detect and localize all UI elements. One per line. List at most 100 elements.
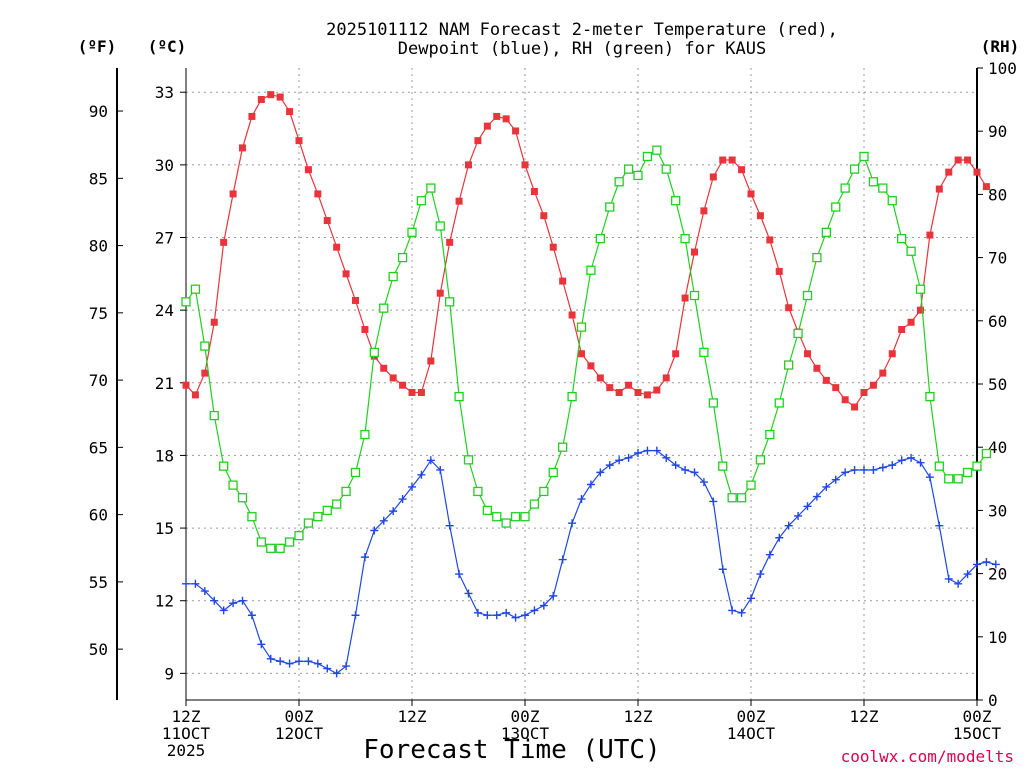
rh-point [435,221,445,231]
dewpoint-point [182,579,190,588]
dewpoint-point [483,611,492,620]
rh-point [520,512,530,522]
temperature-point [822,376,830,384]
rh-point [539,486,549,497]
temperature-point [455,197,463,205]
fahrenheit-tick-label: 80 [89,237,108,256]
x-tick-label: 2025 [167,741,206,760]
rh-point [595,233,605,244]
rh-point [821,227,831,237]
rh-point [887,196,897,206]
temperature-point [521,161,529,169]
dewpoint-point [455,570,464,579]
dewpoint-point [398,495,407,504]
rh-point [350,467,361,478]
temperature-point [851,403,859,411]
temperature-point [304,166,312,174]
temperature-point [728,156,736,164]
dewpoint-point [944,574,953,583]
rh-point [784,360,794,370]
rh-point [454,391,464,402]
celsius-tick-label: 12 [155,592,174,611]
chart-title-line1: 2025101112 NAM Forecast 2-meter Temperat… [326,20,838,40]
x-tick-label: 12Z [850,707,879,726]
dewpoint-point [831,475,840,484]
rh-tick-label: 50 [988,375,1007,394]
rh-point [746,480,756,490]
temperature-point [888,350,896,358]
celsius-tick-label: 33 [155,83,174,102]
dewpoint-point [511,613,520,622]
dewpoint-point [775,533,784,542]
x-tick-label: 00Z [963,707,992,726]
rh-point [944,474,954,484]
rh-point [379,303,389,313]
celsius-tick-label: 30 [155,156,174,175]
temperature-point [323,217,331,225]
temperature-point [691,248,698,256]
temperature-point [257,95,265,103]
celsius-unit-label: (ºC) [148,37,187,56]
dewpoint-point [747,594,755,603]
dewpoint-point [586,480,595,489]
rh-point [812,252,822,263]
dewpoint-point [756,570,765,579]
rh-point [727,493,737,503]
temperature-point [267,91,275,99]
x-tick-label: 11OCT [162,724,211,743]
rh-point [925,391,935,402]
temperature-point [239,144,246,152]
temperature-point [662,374,670,382]
temperature-point [380,364,388,372]
temperature-point [681,294,689,302]
celsius-tick-label: 24 [155,301,174,320]
dewpoint-point [323,664,332,673]
dewpoint-point [549,591,558,600]
temperature-point [568,311,576,319]
temperature-point [389,374,397,382]
grid-lines [186,68,977,700]
dewpoint-point [332,669,341,678]
x-tick-label: 00Z [285,707,314,726]
celsius-tick-label: 9 [164,664,174,683]
rh-tick-label: 20 [988,565,1007,584]
fahrenheit-tick-label: 50 [89,640,108,659]
dewpoint-point [662,453,671,462]
rh-point [266,543,276,553]
rh-point [689,290,700,301]
rh-point [576,322,587,332]
rh-point [774,398,784,408]
temperature-point [295,137,303,145]
rh-point [397,252,408,263]
temperature-point [229,190,237,198]
celsius-tick-label: 21 [155,374,174,393]
dewpoint-point [634,449,642,458]
fahrenheit-tick-label: 70 [89,371,108,390]
dewpoint-point [699,478,708,487]
rh-point [840,183,850,193]
rh-point [529,499,540,509]
rh-point [341,486,351,497]
dewpoint-point [728,606,737,615]
rh-point [736,493,747,503]
temperature-point [747,190,755,198]
temperature-point [549,243,557,251]
dewpoint-point [991,560,1000,569]
rh-point [586,265,596,275]
rh-point [614,177,624,187]
rh-point [501,518,511,528]
dewpoint-point [577,495,586,504]
dewpoint-point [351,611,360,620]
temperature-point [634,388,642,396]
celsius-tick-label: 18 [155,446,174,465]
rh-point [661,164,671,174]
x-tick-label: 00Z [737,707,766,726]
dewpoint-point [530,606,539,615]
temperature-point [530,187,538,195]
temperature-point [540,212,548,220]
temperature-point [201,369,209,377]
rh-point [445,297,455,307]
rh-tick-label: 30 [988,501,1007,520]
dewpoint-point [718,565,727,574]
